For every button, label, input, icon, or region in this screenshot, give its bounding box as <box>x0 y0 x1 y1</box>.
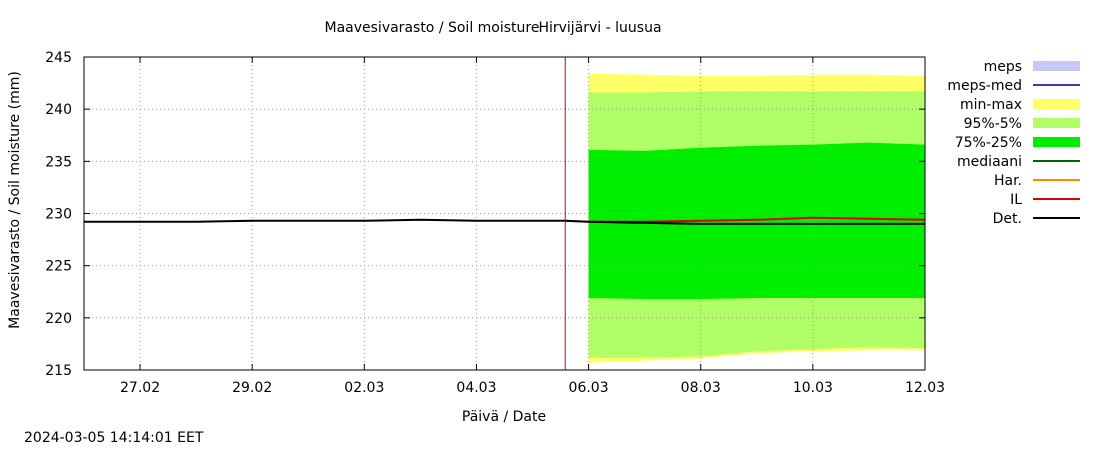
y-axis-label: Maavesivarasto / Soil moisture (mm) <box>7 71 23 329</box>
legend-swatch <box>1033 99 1080 109</box>
band-75%-25% <box>588 142 925 300</box>
legend-label: Har. <box>994 173 1022 189</box>
x-tick-label: 12.03 <box>905 380 945 396</box>
x-tick-label: 29.02 <box>232 380 272 396</box>
x-tick-label: 10.03 <box>793 380 833 396</box>
y-tick-label: 215 <box>45 363 72 379</box>
y-tick-label: 245 <box>45 50 72 66</box>
x-axis-label: Päivä / Date <box>462 409 546 425</box>
y-tick-label: 230 <box>45 207 72 223</box>
legend-label: Det. <box>993 211 1022 227</box>
y-tick-label: 240 <box>45 102 72 118</box>
timestamp-footer: 2024-03-05 14:14:01 EET <box>24 430 204 446</box>
legend: meps meps-med min-max 95%-5% 75%-25% mediaani… <box>947 59 1080 227</box>
x-tick-label: 06.03 <box>569 380 609 396</box>
x-axis-ticks: 27.02 29.02 02.03 04.03 06.03 08.03 10.03 12.03 <box>120 57 945 396</box>
legend-swatch <box>1033 137 1080 147</box>
y-tick-label: 220 <box>45 311 72 327</box>
x-tick-label: 02.03 <box>344 380 384 396</box>
legend-label: 75%-25% <box>955 135 1022 151</box>
y-tick-label: 225 <box>45 259 72 275</box>
legend-label: 95%-5% <box>964 116 1022 132</box>
chart-title: Maavesivarasto / Soil moisture <box>325 20 540 36</box>
x-tick-label: 08.03 <box>681 380 721 396</box>
chart-subtitle: Hirvijärvi - luusua <box>538 20 661 36</box>
x-tick-label: 04.03 <box>456 380 496 396</box>
legend-label: meps <box>984 59 1022 75</box>
y-axis-ticks: 215 220 225 230 235 240 245 <box>45 50 925 379</box>
grid <box>84 57 925 370</box>
legend-swatch <box>1033 118 1080 128</box>
y-tick-label: 235 <box>45 154 72 170</box>
legend-label: min-max <box>960 97 1022 113</box>
x-tick-label: 27.02 <box>120 380 160 396</box>
legend-label: IL <box>1010 192 1022 208</box>
legend-label: mediaani <box>957 154 1022 170</box>
legend-label: meps-med <box>947 78 1022 94</box>
legend-swatch <box>1033 61 1080 71</box>
